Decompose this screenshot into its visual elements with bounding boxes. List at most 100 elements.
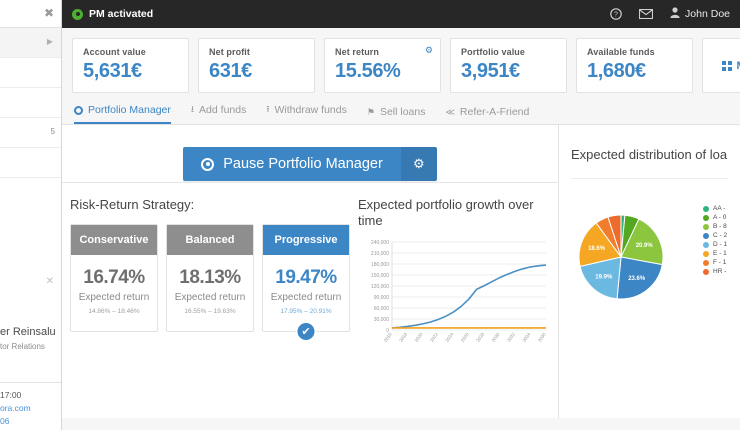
growth-chart-svg: 240,000 210,000 180,000 150,000 120,000 90,00…	[371, 240, 547, 343]
pause-button-main[interactable]: Pause Portfolio Manager	[183, 147, 401, 181]
tab-add-funds[interactable]: ⭳ Add funds	[191, 102, 246, 124]
svg-text:120,000: 120,000	[371, 284, 389, 290]
phone-number[interactable]: 06	[0, 416, 10, 426]
strategy-card-progressive[interactable]: Progressive 19.47% Expected return 17.95…	[262, 224, 350, 342]
tab-label: Sell loans	[379, 106, 426, 118]
gear-icon[interactable]: ⚙	[424, 45, 433, 55]
expected-return-range: 17.95% – 20.91%	[280, 308, 332, 315]
legend-color-swatch	[703, 268, 709, 275]
background-window[interactable]: ✖ ▶ 5 ✕ er Reinsalu tor Relations 17:00 …	[0, 0, 62, 430]
legend-color-swatch	[703, 223, 709, 230]
svg-text:?: ?	[614, 12, 618, 19]
mail-icon[interactable]	[639, 9, 654, 19]
list-item[interactable]: ▶	[0, 28, 61, 58]
legend-color-swatch	[703, 214, 709, 221]
tab-label: Refer-A-Friend	[459, 106, 530, 118]
pause-settings-button[interactable]: ⚙	[400, 147, 437, 181]
kpi-value: 5,631€	[83, 60, 142, 82]
app-window: PM activated ? John Doe Account v	[62, 0, 740, 430]
more-button[interactable]: Mo	[702, 38, 740, 93]
kpi-card-net-profit[interactable]: Net profit 631€	[198, 38, 315, 93]
kpi-value: 3,951€	[461, 60, 520, 82]
pie-slice	[579, 256, 622, 300]
close-icon[interactable]: ✖	[43, 6, 54, 20]
strategy-card-title: Conservative	[71, 225, 157, 255]
pm-status: PM activated	[72, 8, 153, 20]
legend-item: C - 2	[703, 232, 727, 239]
legend-item: AA -	[703, 205, 727, 212]
pie-slice	[616, 256, 663, 300]
tab-sell-loans[interactable]: ⚑ Sell loans	[367, 106, 426, 124]
portfolio-manager-panel: Pause Portfolio Manager ⚙ Risk-Return St…	[62, 124, 559, 418]
legend-color-swatch	[703, 232, 709, 239]
svg-text:2016: 2016	[383, 331, 393, 343]
strategy-card-body: 16.74% Expected return 14.86% – 18.46%	[71, 255, 157, 331]
svg-text:2036: 2036	[537, 331, 547, 343]
strategy-card-conservative[interactable]: Conservative 16.74% Expected return 14.8…	[70, 224, 158, 332]
svg-text:210,000: 210,000	[371, 251, 389, 257]
close-icon[interactable]: ✕	[45, 276, 54, 287]
circle-record-icon	[74, 105, 83, 115]
kpi-label: Net profit	[209, 47, 250, 57]
divider	[0, 382, 61, 383]
kpi-value: 631€	[209, 60, 252, 82]
tab-withdraw-funds[interactable]: ⭱ Withdraw funds	[266, 102, 347, 124]
svg-text:30,000: 30,000	[374, 317, 390, 323]
kpi-card-portfolio-value[interactable]: Portfolio value 3,951€	[450, 38, 567, 93]
tab-label: Withdraw funds	[274, 104, 347, 116]
svg-text:0: 0	[386, 328, 389, 334]
kpi-label: Portfolio value	[461, 47, 526, 57]
kpi-value: 15.56%	[335, 60, 401, 82]
tab-portfolio-manager[interactable]: Portfolio Manager	[74, 104, 171, 124]
svg-text:2024: 2024	[444, 331, 454, 343]
contact-name: er Reinsalu	[0, 326, 56, 338]
kpi-card-net-return[interactable]: Net return 15.56% ⚙	[324, 38, 441, 93]
list-item[interactable]	[0, 148, 61, 178]
legend-label: D - 1	[713, 241, 728, 248]
legend-item: E - 1	[703, 250, 727, 257]
share-icon: ≪	[445, 106, 455, 117]
list-item[interactable]	[0, 88, 61, 118]
pause-portfolio-manager-button[interactable]: Pause Portfolio Manager ⚙	[183, 147, 437, 181]
legend-label: F - 1	[713, 259, 727, 266]
more-button-label: Mo	[737, 60, 740, 72]
strategy-card-title: Balanced	[167, 225, 253, 255]
kpi-value: 1,680€	[587, 60, 646, 82]
svg-text:90,000: 90,000	[374, 295, 390, 301]
pause-button-label: Pause Portfolio Manager	[223, 156, 383, 172]
growth-chart-section: Expected portfolio growth over time 240,…	[350, 197, 560, 361]
strategy-card-balanced[interactable]: Balanced 18.13% Expected return 16.55% –…	[166, 224, 254, 332]
list-item[interactable]: 5	[0, 118, 61, 148]
email-link[interactable]: ora.com	[0, 403, 31, 413]
legend-label: C - 2	[713, 232, 728, 239]
svg-text:2020: 2020	[414, 331, 424, 343]
legend-item: A - 0	[703, 214, 727, 221]
svg-text:2026: 2026	[460, 331, 470, 343]
kpi-label: Available funds	[587, 47, 655, 57]
upload-icon: ⭱	[266, 104, 270, 114]
pm-activated-icon	[72, 8, 83, 20]
pie-slice	[607, 214, 622, 258]
list-item[interactable]	[0, 58, 61, 88]
legend-color-swatch	[703, 205, 709, 212]
legend-label: AA -	[713, 205, 726, 212]
growth-chart: 240,000 210,000 180,000 150,000 120,000 90,00…	[358, 238, 550, 361]
legend-color-swatch	[703, 259, 709, 266]
tab-refer-a-friend[interactable]: ≪ Refer-A-Friend	[445, 106, 529, 124]
user-menu[interactable]: John Doe	[670, 7, 730, 21]
svg-text:60,000: 60,000	[374, 306, 390, 312]
kpi-strip: Account value 5,631€ Net profit 631€ Net…	[62, 28, 740, 93]
user-name: John Doe	[685, 8, 730, 20]
svg-text:2034: 2034	[521, 331, 531, 343]
svg-text:150,000: 150,000	[371, 273, 389, 279]
legend-label: B - 8	[713, 223, 727, 230]
kpi-card-account-value[interactable]: Account value 5,631€	[72, 38, 189, 93]
section-title: Risk-Return Strategy:	[70, 197, 195, 212]
legend-label: A - 0	[713, 214, 727, 221]
pie-slice	[620, 218, 664, 266]
pause-button-row: Pause Portfolio Manager ⚙	[62, 125, 558, 181]
expected-return-value: 19.47%	[275, 267, 337, 288]
expected-return-range: 16.55% – 19.63%	[184, 308, 236, 315]
kpi-card-available-funds[interactable]: Available funds 1,680€	[576, 38, 693, 93]
help-icon[interactable]: ?	[610, 8, 622, 20]
